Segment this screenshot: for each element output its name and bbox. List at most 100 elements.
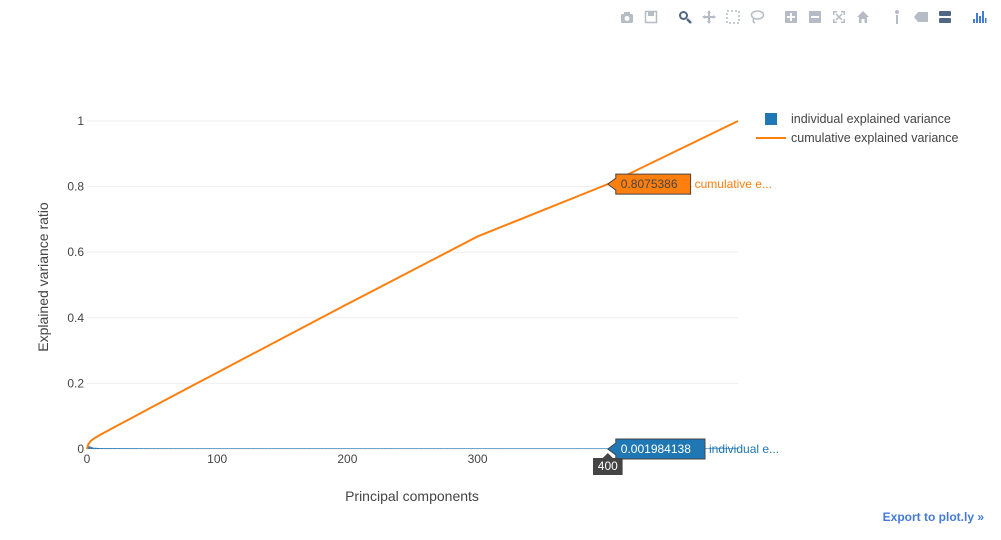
- variance-bar: [338, 448, 341, 449]
- variance-bar: [197, 448, 199, 449]
- variance-bar: [311, 448, 313, 449]
- variance-bar: [557, 448, 559, 449]
- variance-bar: [424, 448, 427, 449]
- autoscale-icon[interactable]: [827, 6, 851, 28]
- lasso-select-icon[interactable]: [745, 6, 769, 28]
- variance-bar: [489, 448, 492, 449]
- variance-bar: [551, 448, 553, 449]
- variance-bar: [353, 448, 355, 449]
- variance-bar: [299, 448, 302, 449]
- variance-bar: [226, 448, 229, 449]
- hover-x-label: 400: [593, 453, 623, 475]
- variance-bar: [167, 448, 169, 449]
- spike-lines-icon[interactable]: [885, 6, 909, 28]
- variance-bar: [418, 448, 420, 449]
- variance-bar: [529, 448, 531, 449]
- variance-bar: [263, 448, 265, 449]
- variance-bar: [181, 448, 183, 449]
- variance-bar: [723, 448, 725, 449]
- variance-bar: [595, 448, 597, 449]
- variance-bar: [262, 448, 264, 449]
- variance-bar: [358, 448, 360, 449]
- variance-bar: [547, 448, 549, 449]
- variance-bar: [500, 448, 502, 449]
- hover-closest-icon[interactable]: [909, 6, 933, 28]
- variance-bar: [450, 448, 453, 449]
- variance-bar: [177, 448, 179, 449]
- variance-bar: [148, 448, 151, 449]
- variance-bar: [120, 448, 122, 449]
- legend[interactable]: individual explained variance cumulative …: [756, 112, 959, 145]
- variance-bar: [316, 448, 319, 449]
- variance-bar: [134, 448, 136, 449]
- variance-bar: [426, 448, 428, 449]
- zoom-in-icon[interactable]: [779, 6, 803, 28]
- variance-bar: [370, 448, 372, 449]
- variance-bar: [492, 448, 494, 449]
- variance-bar: [474, 448, 476, 449]
- variance-bar: [721, 448, 724, 449]
- variance-bar: [193, 448, 195, 449]
- variance-bar: [322, 448, 324, 449]
- plotly-logo-icon[interactable]: [967, 6, 991, 28]
- variance-bar: [328, 448, 330, 449]
- variance-bar: [269, 448, 272, 449]
- variance-bar: [719, 448, 721, 449]
- variance-bar: [155, 448, 157, 449]
- variance-bar: [565, 448, 567, 449]
- camera-icon[interactable]: [615, 6, 639, 28]
- variance-bar: [726, 448, 729, 449]
- variance-bar: [189, 448, 191, 449]
- variance-bar: [487, 448, 489, 449]
- variance-bar: [109, 448, 112, 449]
- variance-bar: [267, 448, 269, 449]
- zoom-out-icon[interactable]: [803, 6, 827, 28]
- variance-bar: [279, 448, 281, 449]
- variance-bar: [233, 448, 235, 449]
- legend-item-individual[interactable]: individual explained variance: [765, 112, 951, 126]
- variance-bar: [281, 448, 283, 449]
- variance-bar: [594, 448, 596, 449]
- variance-bar: [482, 448, 484, 449]
- hover-compare-icon[interactable]: [933, 6, 957, 28]
- variance-bar: [129, 448, 131, 449]
- variance-bar: [228, 448, 230, 449]
- variance-bar: [346, 448, 349, 449]
- variance-bar: [305, 448, 307, 449]
- x-axis-title: Principal components: [345, 488, 479, 504]
- variance-bar: [448, 448, 450, 449]
- variance-bar: [143, 448, 145, 449]
- reset-axes-icon[interactable]: [851, 6, 875, 28]
- variance-bar: [462, 448, 464, 449]
- variance-bar: [345, 448, 347, 449]
- variance-bar: [245, 448, 247, 449]
- variance-bar: [90, 446, 92, 449]
- zoom-icon[interactable]: [673, 6, 697, 28]
- export-to-plotly-link[interactable]: Export to plot.ly »: [882, 510, 984, 524]
- variance-bar: [417, 448, 419, 449]
- variance-bar: [540, 448, 543, 449]
- variance-bar: [286, 448, 289, 449]
- box-select-icon[interactable]: [721, 6, 745, 28]
- legend-label: individual explained variance: [791, 112, 951, 126]
- variance-bar: [105, 448, 108, 449]
- variance-bar: [183, 448, 186, 449]
- variance-bar: [95, 447, 97, 449]
- variance-bar: [398, 448, 401, 449]
- variance-bar: [433, 448, 436, 449]
- variance-bar: [453, 448, 455, 449]
- variance-bar: [560, 448, 562, 449]
- variance-bar: [318, 448, 320, 449]
- legend-item-cumulative[interactable]: cumulative explained variance: [756, 131, 959, 145]
- variance-bar: [555, 448, 557, 449]
- variance-bar: [495, 448, 497, 449]
- save-icon[interactable]: [639, 6, 663, 28]
- variance-bar: [379, 448, 381, 449]
- variance-bar: [396, 448, 398, 449]
- variance-bar: [573, 448, 575, 449]
- pan-icon[interactable]: [697, 6, 721, 28]
- variance-bar: [715, 448, 717, 449]
- variance-bar: [151, 448, 153, 449]
- variance-bar: [361, 448, 363, 449]
